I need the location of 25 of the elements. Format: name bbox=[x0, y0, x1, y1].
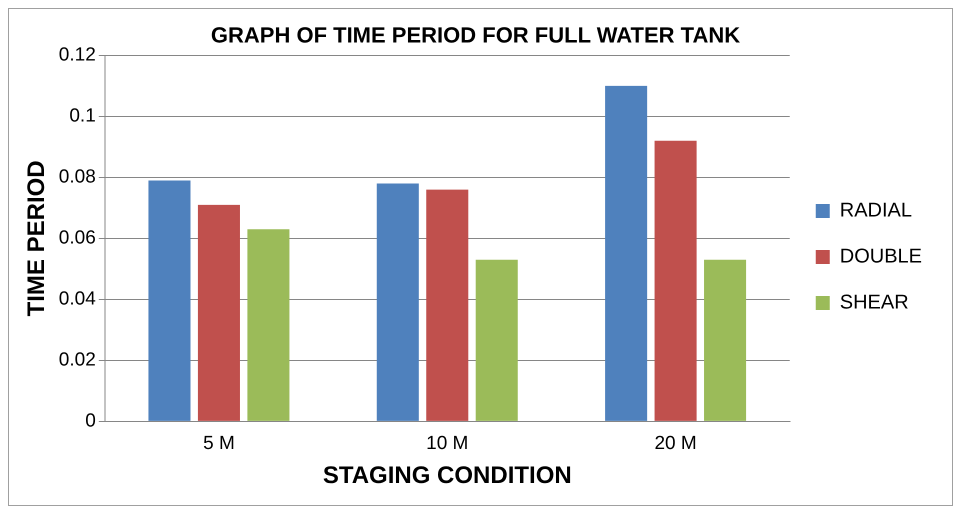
y-tick-label: 0.12 bbox=[58, 44, 96, 66]
y-tick-label: 0 bbox=[85, 410, 96, 432]
bar bbox=[247, 229, 290, 421]
bar bbox=[476, 260, 518, 421]
legend-label: DOUBLE bbox=[840, 246, 922, 268]
bar bbox=[376, 184, 419, 421]
y-tick-label: 0.02 bbox=[58, 350, 96, 371]
y-axis-title: TIME PERIOD bbox=[23, 160, 50, 316]
y-tick-label: 0.08 bbox=[58, 166, 96, 188]
bar bbox=[654, 140, 697, 421]
x-tick-label: 5 M bbox=[203, 433, 235, 454]
bar bbox=[605, 86, 648, 421]
bar bbox=[148, 180, 190, 421]
x-axis-title: STAGING CONDITION bbox=[322, 462, 572, 490]
y-tick-label: 0.1 bbox=[69, 106, 96, 127]
y-tick-label: 0.04 bbox=[58, 288, 96, 310]
legend-label: RADIAL bbox=[840, 200, 912, 222]
bar bbox=[426, 190, 468, 421]
bar bbox=[198, 204, 240, 421]
x-tick-label: 20 M bbox=[654, 433, 697, 454]
chart-title: GRAPH OF TIME PERIOD FOR FULL WATER TANK bbox=[210, 22, 740, 48]
x-tick-label: 10 M bbox=[426, 433, 468, 454]
legend-label: SHEAR bbox=[840, 292, 909, 314]
y-tick-label: 0.06 bbox=[58, 228, 96, 249]
bar bbox=[704, 260, 746, 421]
